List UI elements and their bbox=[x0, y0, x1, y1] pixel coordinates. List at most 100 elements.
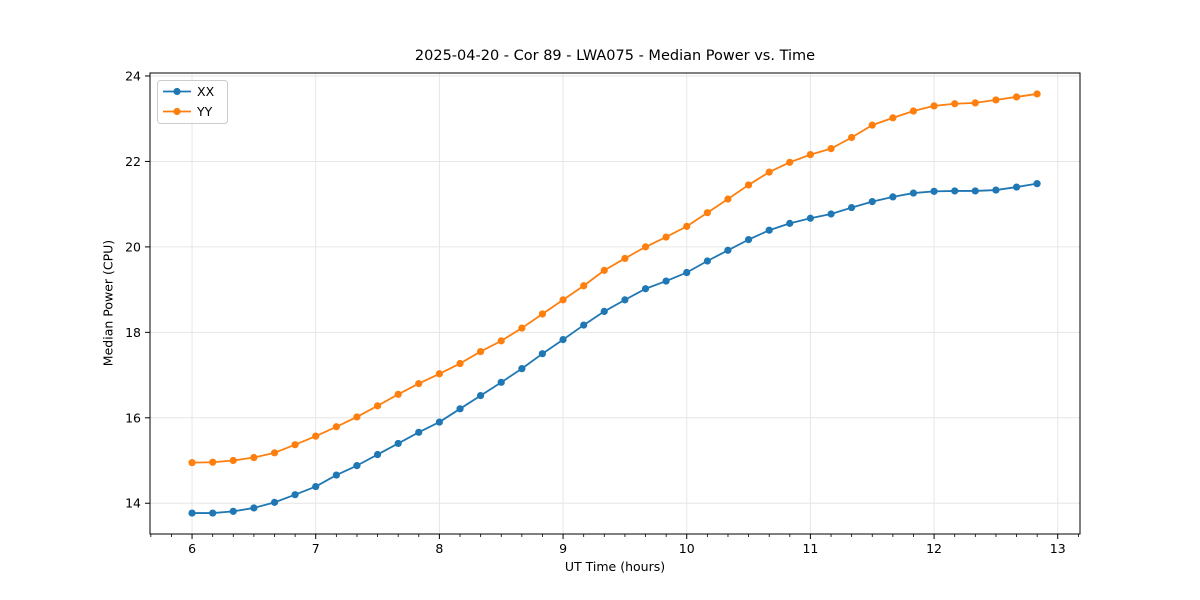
x-tick-label: 7 bbox=[312, 541, 320, 556]
data-point bbox=[394, 390, 402, 398]
data-point bbox=[518, 324, 526, 332]
data-point bbox=[847, 203, 856, 212]
legend-marker bbox=[173, 107, 181, 116]
data-point bbox=[291, 491, 299, 499]
data-point bbox=[703, 209, 711, 217]
data-point bbox=[621, 254, 629, 263]
x-tick-label: 6 bbox=[188, 541, 196, 556]
data-point bbox=[909, 107, 918, 115]
data-point bbox=[744, 181, 753, 189]
data-point bbox=[229, 507, 237, 515]
data-point bbox=[600, 307, 608, 316]
x-tick-label: 10 bbox=[679, 541, 695, 556]
data-point bbox=[992, 96, 1000, 104]
y-axis: 14 16 18 20 22 24 bbox=[125, 68, 150, 511]
data-point bbox=[765, 226, 773, 234]
data-point bbox=[703, 257, 711, 265]
data-point bbox=[270, 498, 279, 506]
y-tick-label: 14 bbox=[125, 496, 141, 511]
data-point bbox=[312, 482, 320, 491]
data-point bbox=[580, 321, 588, 329]
legend-box bbox=[157, 80, 228, 124]
data-point bbox=[559, 336, 567, 344]
data-point bbox=[930, 187, 938, 195]
y-tick-label: 20 bbox=[125, 239, 141, 254]
series-line bbox=[192, 93, 1038, 464]
data-point bbox=[332, 471, 340, 479]
data-point bbox=[806, 151, 814, 159]
data-point bbox=[889, 114, 897, 122]
data-point bbox=[909, 189, 918, 197]
data-point bbox=[1012, 93, 1021, 101]
data-point bbox=[250, 453, 258, 462]
data-point bbox=[476, 347, 485, 356]
legend: XX YY bbox=[157, 80, 228, 124]
data-point bbox=[600, 266, 608, 274]
series-XX bbox=[188, 180, 1041, 517]
data-point bbox=[683, 268, 691, 277]
data-point bbox=[621, 296, 629, 304]
grid bbox=[150, 73, 1080, 534]
data-point bbox=[538, 310, 547, 318]
data-point bbox=[951, 100, 959, 108]
data-point bbox=[415, 428, 423, 436]
data-point bbox=[724, 246, 732, 254]
data-point bbox=[847, 133, 856, 142]
data-point bbox=[1012, 183, 1021, 191]
data-point bbox=[930, 102, 938, 110]
y-tick-label: 18 bbox=[125, 325, 141, 340]
data-point bbox=[456, 359, 464, 368]
data-point bbox=[580, 282, 588, 290]
data-point bbox=[312, 432, 320, 440]
data-point bbox=[188, 509, 196, 517]
data-point bbox=[786, 219, 794, 227]
data-point bbox=[662, 277, 670, 285]
data-point bbox=[971, 187, 979, 195]
y-axis-label: Median Power (CPU) bbox=[100, 239, 116, 367]
data-point bbox=[435, 370, 443, 378]
data-point bbox=[786, 158, 794, 166]
y-tick-label: 24 bbox=[125, 68, 141, 83]
data-point bbox=[662, 233, 670, 241]
series-line bbox=[192, 182, 1038, 514]
data-point bbox=[868, 198, 876, 206]
data-point bbox=[353, 413, 361, 421]
data-point bbox=[435, 418, 443, 426]
data-point bbox=[641, 285, 650, 293]
legend-label: XX bbox=[197, 84, 215, 99]
series-YY bbox=[188, 90, 1041, 467]
data-point bbox=[209, 458, 217, 466]
data-point bbox=[229, 456, 237, 465]
y-tick-label: 22 bbox=[125, 154, 141, 169]
y-tick-label: 16 bbox=[125, 410, 141, 425]
x-axis: 6 7 8 9 10 11 12 13 bbox=[150, 534, 1079, 556]
data-point bbox=[765, 168, 773, 176]
data-point bbox=[827, 145, 835, 153]
data-point bbox=[497, 337, 505, 345]
data-point bbox=[992, 186, 1000, 194]
data-point bbox=[476, 391, 485, 400]
data-point bbox=[373, 450, 382, 459]
x-tick-label: 12 bbox=[926, 541, 942, 556]
data-point bbox=[456, 405, 464, 413]
data-point bbox=[518, 365, 526, 373]
legend-marker bbox=[173, 87, 181, 96]
data-point bbox=[744, 236, 753, 244]
x-tick-label: 13 bbox=[1050, 541, 1066, 556]
data-point bbox=[683, 222, 691, 230]
data-point bbox=[806, 214, 814, 222]
data-point bbox=[889, 193, 897, 201]
data-point bbox=[538, 350, 547, 358]
legend-label: YY bbox=[196, 104, 213, 119]
data-point bbox=[270, 449, 279, 457]
data-point bbox=[1033, 180, 1041, 188]
chart-title: 2025-04-20 - Cor 89 - LWA075 - Median Po… bbox=[414, 48, 816, 64]
x-axis-label: UT Time (hours) bbox=[564, 559, 666, 574]
data-point bbox=[394, 439, 402, 448]
data-point bbox=[641, 243, 650, 251]
data-point bbox=[188, 459, 196, 467]
data-point bbox=[373, 402, 382, 410]
data-point bbox=[353, 462, 361, 470]
